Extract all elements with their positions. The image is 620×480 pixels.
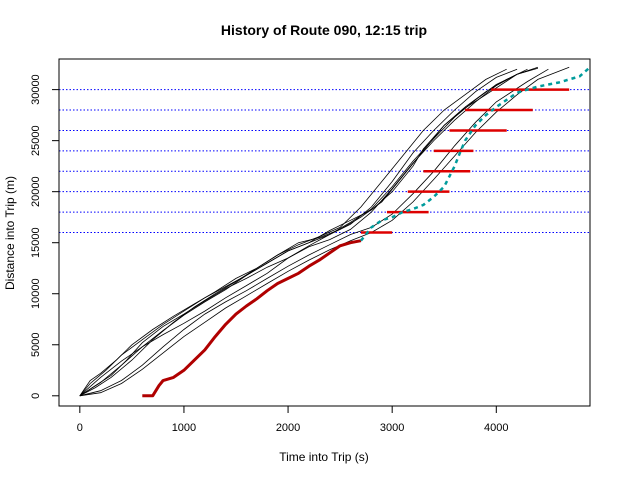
y-tick-label: 10000 <box>30 278 42 309</box>
x-tick-label: 4000 <box>484 422 508 434</box>
plot-frame <box>58 58 591 407</box>
prediction-bands <box>360 88 570 234</box>
history-trip-line <box>79 67 539 397</box>
current-trip-path <box>142 239 362 398</box>
y-axis-label: Distance into Trip (m) <box>3 176 17 290</box>
x-tick-label: 3000 <box>380 422 404 434</box>
x-axis: 0 1000 2000 3000 4000 <box>77 406 509 434</box>
predicted-path-line <box>359 66 591 242</box>
x-axis-label: Time into Trip (s) <box>279 450 369 464</box>
current-trip-line <box>142 239 362 398</box>
history-trip-line <box>79 66 570 397</box>
y-tick-label: 30000 <box>30 74 42 105</box>
x-tick-label: 2000 <box>276 422 300 434</box>
history-trip-line <box>79 68 528 397</box>
history-lines <box>79 66 570 397</box>
y-tick-label: 5000 <box>30 333 42 357</box>
history-trip-line <box>79 66 539 397</box>
x-tick-label: 1000 <box>172 422 196 434</box>
predicted-path <box>359 66 591 242</box>
y-tick-label: 15000 <box>30 227 42 258</box>
y-axis: 0 5000 10000 15000 20000 25000 30000 <box>30 74 59 399</box>
y-tick-label: 0 <box>30 393 42 399</box>
history-trip-line <box>79 68 549 397</box>
y-tick-label: 25000 <box>30 125 42 156</box>
history-trip-line <box>79 68 507 397</box>
y-tick-label: 20000 <box>30 176 42 207</box>
history-trip-line <box>79 68 518 397</box>
x-tick-label: 0 <box>77 422 83 434</box>
chart-title: History of Route 090, 12:15 trip <box>221 22 427 38</box>
